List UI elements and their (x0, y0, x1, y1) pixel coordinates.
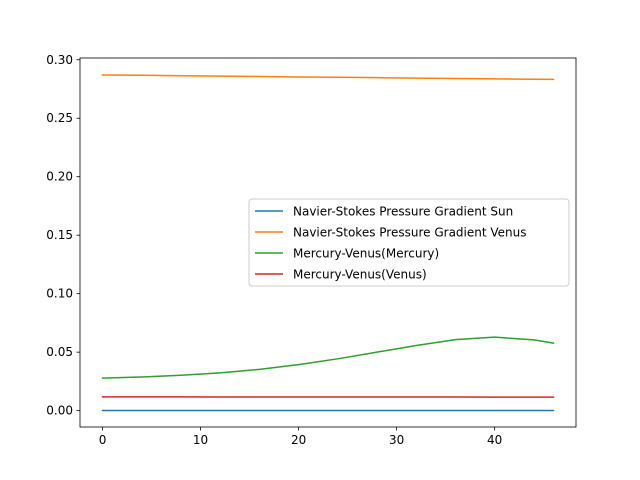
legend-label-3: Mercury-Venus(Mercury) (293, 247, 439, 261)
y-tick-label: 0.05 (46, 345, 73, 359)
y-tick-label: 0.20 (46, 170, 73, 184)
legend-label-1: Navier-Stokes Pressure Gradient Sun (293, 205, 513, 219)
series-lines (101, 74, 555, 412)
series-line-2 (101, 74, 555, 81)
legend: Navier-Stokes Pressure Gradient Sun Navie… (248, 198, 570, 287)
legend-label-4: Mercury-Venus(Venus) (293, 268, 427, 282)
y-tick-label: 0.25 (46, 111, 73, 125)
y-tick-label: 0.00 (46, 404, 73, 418)
x-tick-label: 40 (487, 433, 502, 447)
axes: 0 10 20 30 40 0.00 0.05 0.10 0.15 0.20 0.25 0.30 (46, 53, 577, 447)
legend-box (248, 198, 570, 287)
series-line-3 (101, 336, 555, 379)
y-tick-label: 0.30 (46, 53, 73, 67)
legend-label-2: Navier-Stokes Pressure Gradient Venus (293, 226, 527, 240)
y-tick-label: 0.15 (46, 228, 73, 242)
x-tick-label: 0 (99, 433, 107, 447)
x-tick-label: 20 (291, 433, 306, 447)
axes-frame (79, 57, 577, 428)
x-tick-label: 30 (389, 433, 404, 447)
x-tick-label: 10 (193, 433, 208, 447)
y-tick-label: 0.10 (46, 287, 73, 301)
